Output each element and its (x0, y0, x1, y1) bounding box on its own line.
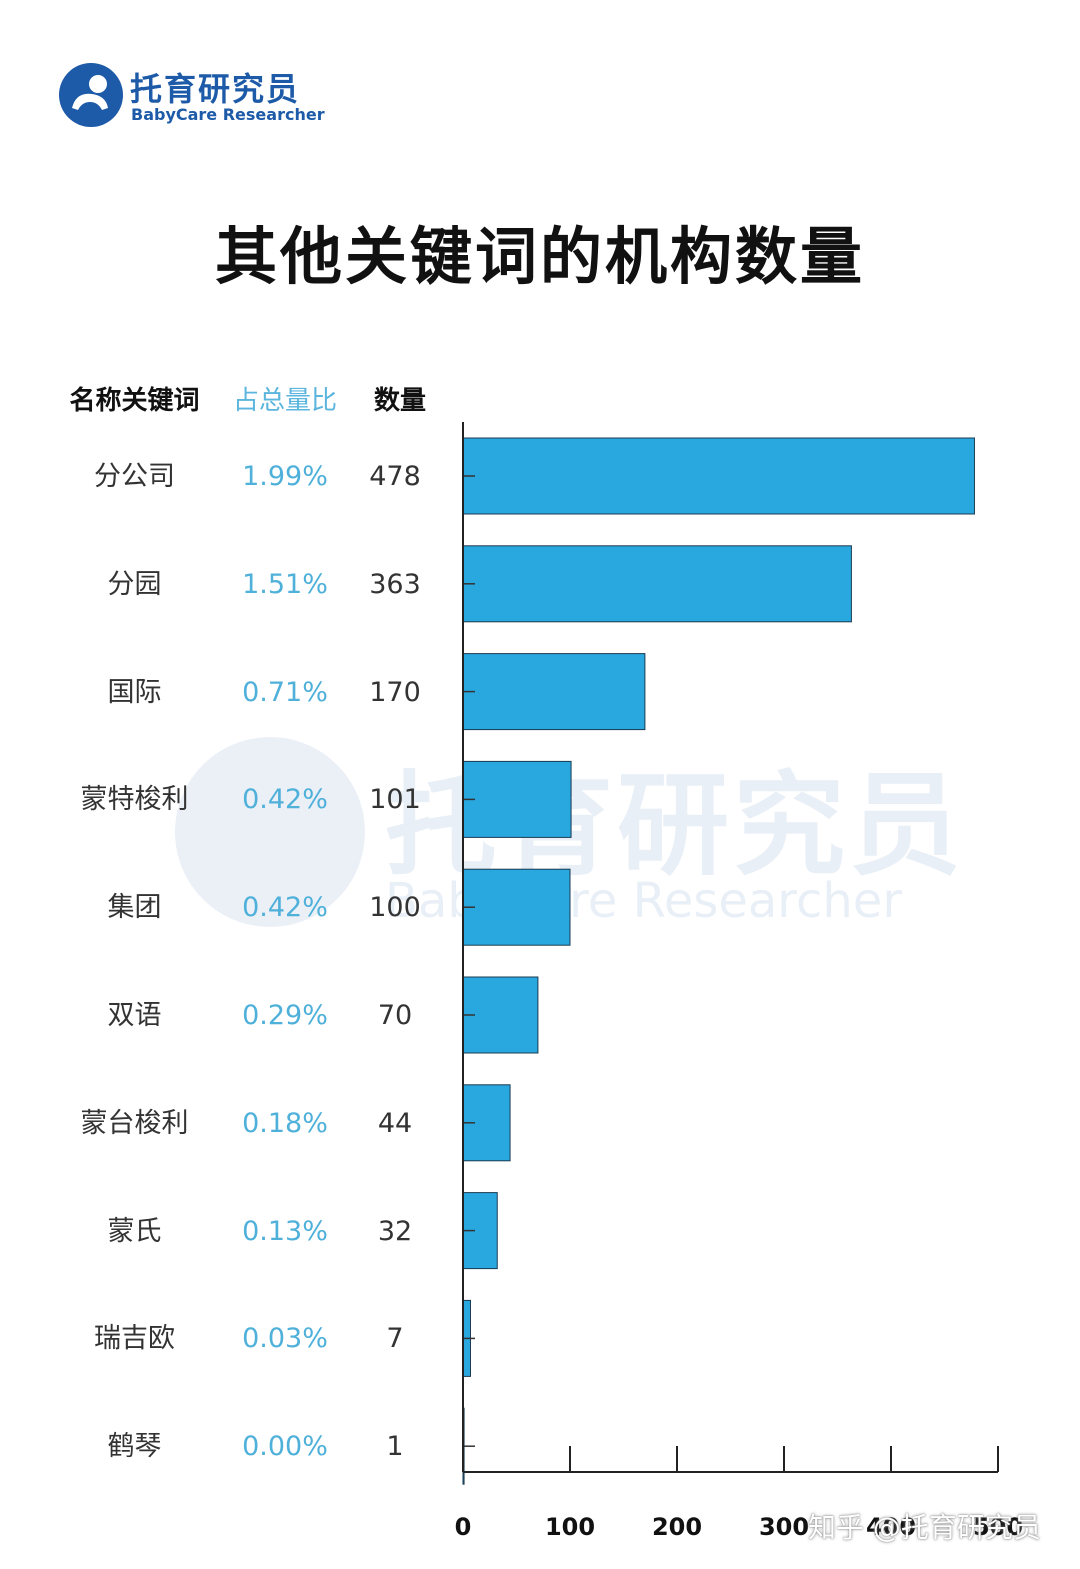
row-name: 蒙氏 (107, 1215, 162, 1247)
row-name: 瑞吉欧 (94, 1323, 175, 1355)
x-tick-label: 400 (866, 1513, 916, 1541)
bar (462, 976, 539, 1054)
row-share: 1.99% (242, 461, 328, 492)
row-name: 蒙特梭利 (80, 784, 189, 816)
row-count: 70 (377, 1000, 413, 1031)
row-name: 国际 (107, 676, 162, 708)
row-count: 101 (369, 784, 421, 816)
header-name: 名称关键词 (69, 386, 200, 416)
x-tick-label: 300 (759, 1513, 809, 1541)
row-share: 0.42% (242, 892, 328, 924)
brand-name-en: BabyCare Researcher (131, 105, 325, 124)
row-count: 44 (377, 1107, 413, 1139)
row-name: 分园 (107, 568, 162, 600)
row-count: 32 (377, 1215, 413, 1247)
table-row: 分园 1.51% 363 (0, 555, 460, 615)
bar (462, 760, 572, 838)
brand-name-cn: 托育研究员 (130, 70, 301, 108)
row-name: 蒙台梭利 (80, 1107, 189, 1139)
header-count: 数量 (373, 386, 426, 416)
table-row: 集团 0.42% 100 (0, 878, 460, 938)
row-count: 363 (369, 568, 421, 600)
page-title: 其他关键词的机构数量 (214, 220, 865, 293)
row-name: 集团 (107, 892, 162, 924)
table-row: 分公司 1.99% 478 (0, 447, 460, 507)
bar (462, 545, 852, 623)
x-tick-label: 100 (545, 1513, 595, 1541)
table-row: 双语 0.29% 70 (0, 986, 460, 1046)
table-row: 瑞吉欧 0.03% 7 (0, 1309, 460, 1369)
row-share: 0.18% (242, 1107, 328, 1139)
bar (462, 437, 975, 515)
baby-logo-icon (59, 63, 123, 127)
footer-credit: 知乎 @托育研究员 (808, 1511, 1041, 1544)
row-share: 0.13% (242, 1215, 328, 1247)
row-count: 170 (369, 676, 421, 708)
x-tick-label: 500 (973, 1513, 1023, 1541)
bar (462, 868, 571, 946)
header-share: 占总量比 (232, 386, 337, 416)
table-row: 国际 0.71% 170 (0, 663, 460, 723)
table-row: 鹤琴 0.00% 1 (0, 1417, 460, 1477)
x-tick-label: 200 (652, 1513, 702, 1541)
row-share: 0.00% (242, 1431, 328, 1463)
row-share: 0.29% (242, 1000, 328, 1031)
table-row: 蒙特梭利 0.42% 101 (0, 770, 460, 830)
x-tick-label: 0 (455, 1513, 472, 1541)
row-name: 分公司 (94, 461, 175, 492)
brand-logo: 托育研究员 BabyCare Researcher (58, 62, 358, 132)
row-share: 0.71% (242, 676, 328, 708)
row-count: 100 (369, 892, 421, 924)
row-count: 478 (369, 461, 421, 492)
row-name: 双语 (107, 1000, 162, 1031)
table-row: 蒙氏 0.13% 32 (0, 1202, 460, 1262)
bar (462, 653, 646, 731)
row-name: 鹤琴 (107, 1431, 162, 1463)
row-count: 7 (386, 1323, 404, 1355)
row-share: 0.03% (242, 1323, 328, 1355)
table-row: 蒙台梭利 0.18% 44 (0, 1094, 460, 1154)
row-share: 1.51% (242, 568, 328, 600)
row-share: 0.42% (242, 784, 328, 816)
row-count: 1 (386, 1431, 404, 1463)
